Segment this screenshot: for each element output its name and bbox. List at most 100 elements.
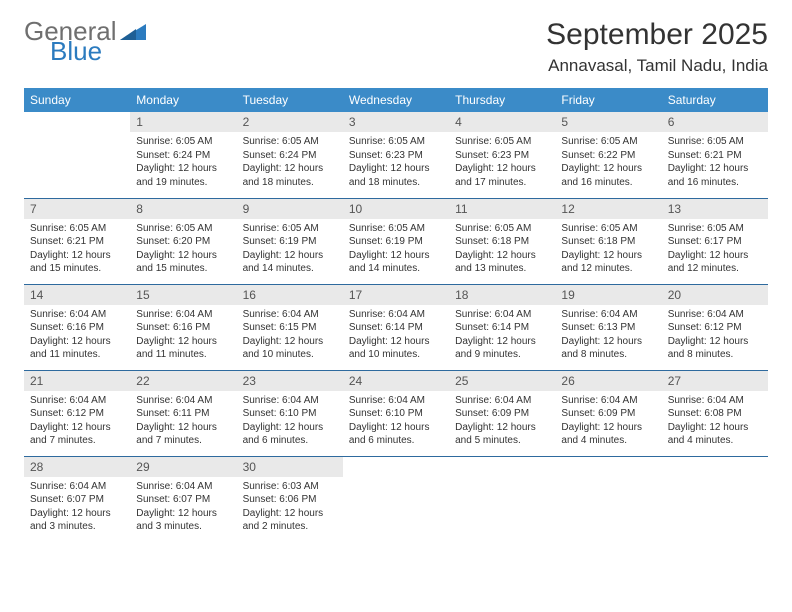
calendar-cell: 22Sunrise: 6:04 AMSunset: 6:11 PMDayligh… [130,370,236,456]
sunrise-text: Sunrise: 6:04 AM [561,394,655,408]
calendar-cell: 15Sunrise: 6:04 AMSunset: 6:16 PMDayligh… [130,284,236,370]
day-details: Sunrise: 6:04 AMSunset: 6:14 PMDaylight:… [449,305,555,368]
sunset-text: Sunset: 6:21 PM [668,149,762,163]
daylight-text: Daylight: 12 hours and 2 minutes. [243,507,337,534]
sunrise-text: Sunrise: 6:05 AM [668,135,762,149]
daylight-text: Daylight: 12 hours and 10 minutes. [349,335,443,362]
location-subtitle: Annavasal, Tamil Nadu, India [546,56,768,76]
calendar-cell [24,112,130,198]
day-details: Sunrise: 6:04 AMSunset: 6:15 PMDaylight:… [237,305,343,368]
sunrise-text: Sunrise: 6:04 AM [243,308,337,322]
day-number: 5 [555,112,661,132]
calendar-cell: 21Sunrise: 6:04 AMSunset: 6:12 PMDayligh… [24,370,130,456]
daylight-text: Daylight: 12 hours and 5 minutes. [455,421,549,448]
calendar-week-row: 21Sunrise: 6:04 AMSunset: 6:12 PMDayligh… [24,370,768,456]
sunrise-text: Sunrise: 6:05 AM [455,135,549,149]
daylight-text: Daylight: 12 hours and 6 minutes. [243,421,337,448]
calendar-cell [449,456,555,542]
day-number: 10 [343,199,449,219]
sunset-text: Sunset: 6:12 PM [30,407,124,421]
sunset-text: Sunset: 6:23 PM [349,149,443,163]
calendar-cell: 27Sunrise: 6:04 AMSunset: 6:08 PMDayligh… [662,370,768,456]
sunset-text: Sunset: 6:19 PM [349,235,443,249]
day-number: 26 [555,371,661,391]
sunset-text: Sunset: 6:06 PM [243,493,337,507]
calendar-cell [343,456,449,542]
day-number: 28 [24,457,130,477]
day-number: 29 [130,457,236,477]
day-header: Friday [555,88,661,112]
day-number: 14 [24,285,130,305]
day-header: Thursday [449,88,555,112]
sunrise-text: Sunrise: 6:05 AM [668,222,762,236]
day-details: Sunrise: 6:04 AMSunset: 6:07 PMDaylight:… [24,477,130,540]
sunset-text: Sunset: 6:22 PM [561,149,655,163]
daylight-text: Daylight: 12 hours and 16 minutes. [561,162,655,189]
daylight-text: Daylight: 12 hours and 15 minutes. [30,249,124,276]
daylight-text: Daylight: 12 hours and 3 minutes. [30,507,124,534]
sunset-text: Sunset: 6:15 PM [243,321,337,335]
daylight-text: Daylight: 12 hours and 16 minutes. [668,162,762,189]
sunrise-text: Sunrise: 6:04 AM [136,394,230,408]
day-details: Sunrise: 6:05 AMSunset: 6:23 PMDaylight:… [343,132,449,195]
day-details: Sunrise: 6:04 AMSunset: 6:16 PMDaylight:… [24,305,130,368]
day-details: Sunrise: 6:04 AMSunset: 6:10 PMDaylight:… [237,391,343,454]
sunset-text: Sunset: 6:13 PM [561,321,655,335]
sunset-text: Sunset: 6:18 PM [455,235,549,249]
day-number: 21 [24,371,130,391]
sunset-text: Sunset: 6:10 PM [243,407,337,421]
day-header: Monday [130,88,236,112]
day-header-row: Sunday Monday Tuesday Wednesday Thursday… [24,88,768,112]
sunset-text: Sunset: 6:07 PM [30,493,124,507]
daylight-text: Daylight: 12 hours and 7 minutes. [136,421,230,448]
day-details: Sunrise: 6:05 AMSunset: 6:19 PMDaylight:… [237,219,343,282]
calendar-cell: 20Sunrise: 6:04 AMSunset: 6:12 PMDayligh… [662,284,768,370]
sunrise-text: Sunrise: 6:04 AM [668,394,762,408]
day-details: Sunrise: 6:04 AMSunset: 6:12 PMDaylight:… [662,305,768,368]
calendar-week-row: 1Sunrise: 6:05 AMSunset: 6:24 PMDaylight… [24,112,768,198]
calendar-week-row: 14Sunrise: 6:04 AMSunset: 6:16 PMDayligh… [24,284,768,370]
daylight-text: Daylight: 12 hours and 10 minutes. [243,335,337,362]
daylight-text: Daylight: 12 hours and 12 minutes. [668,249,762,276]
sunset-text: Sunset: 6:19 PM [243,235,337,249]
sunrise-text: Sunrise: 6:04 AM [561,308,655,322]
logo-text-blue: Blue [50,38,146,64]
day-number [343,457,449,463]
day-details: Sunrise: 6:04 AMSunset: 6:13 PMDaylight:… [555,305,661,368]
daylight-text: Daylight: 12 hours and 13 minutes. [455,249,549,276]
day-number: 17 [343,285,449,305]
calendar-cell: 14Sunrise: 6:04 AMSunset: 6:16 PMDayligh… [24,284,130,370]
calendar-table: Sunday Monday Tuesday Wednesday Thursday… [24,88,768,542]
day-number [555,457,661,463]
sunrise-text: Sunrise: 6:05 AM [136,135,230,149]
sunrise-text: Sunrise: 6:03 AM [243,480,337,494]
daylight-text: Daylight: 12 hours and 15 minutes. [136,249,230,276]
sunrise-text: Sunrise: 6:04 AM [30,394,124,408]
sunrise-text: Sunrise: 6:04 AM [30,308,124,322]
day-number [24,112,130,118]
sunset-text: Sunset: 6:14 PM [349,321,443,335]
daylight-text: Daylight: 12 hours and 4 minutes. [561,421,655,448]
sunset-text: Sunset: 6:16 PM [30,321,124,335]
day-details: Sunrise: 6:04 AMSunset: 6:09 PMDaylight:… [555,391,661,454]
day-details: Sunrise: 6:05 AMSunset: 6:19 PMDaylight:… [343,219,449,282]
daylight-text: Daylight: 12 hours and 19 minutes. [136,162,230,189]
calendar-week-row: 28Sunrise: 6:04 AMSunset: 6:07 PMDayligh… [24,456,768,542]
day-number: 11 [449,199,555,219]
sunrise-text: Sunrise: 6:04 AM [30,480,124,494]
day-number: 30 [237,457,343,477]
daylight-text: Daylight: 12 hours and 17 minutes. [455,162,549,189]
calendar-cell: 1Sunrise: 6:05 AMSunset: 6:24 PMDaylight… [130,112,236,198]
calendar-cell: 30 Sunrise: 6:03 AMSunset: 6:06 PMDayligh… [237,456,343,542]
day-details: Sunrise: 6:05 AMSunset: 6:22 PMDaylight:… [555,132,661,195]
daylight-text: Daylight: 12 hours and 6 minutes. [349,421,443,448]
calendar-cell [555,456,661,542]
day-details: Sunrise: 6:05 AMSunset: 6:18 PMDaylight:… [449,219,555,282]
daylight-text: Daylight: 12 hours and 11 minutes. [30,335,124,362]
day-details: Sunrise: 6:05 AMSunset: 6:24 PMDaylight:… [237,132,343,195]
day-number: 6 [662,112,768,132]
day-details: Sunrise: 6:04 AMSunset: 6:11 PMDaylight:… [130,391,236,454]
day-number: 1 [130,112,236,132]
calendar-cell: 17Sunrise: 6:04 AMSunset: 6:14 PMDayligh… [343,284,449,370]
calendar-cell: 5Sunrise: 6:05 AMSunset: 6:22 PMDaylight… [555,112,661,198]
